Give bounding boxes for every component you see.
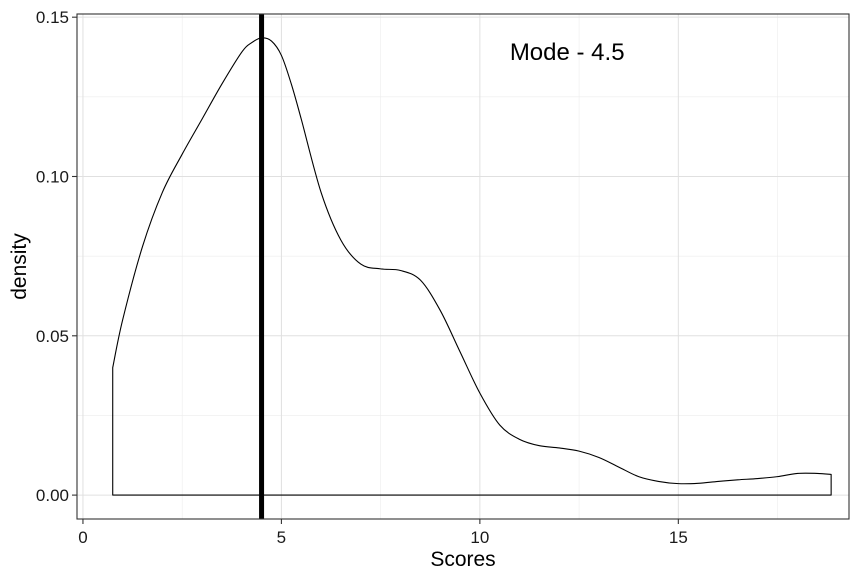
plot-background xyxy=(77,14,849,519)
panel-border xyxy=(76,13,850,520)
y-axis-tick-labels: 0.00 0.05 0.10 0.15 xyxy=(36,8,69,505)
y-axis-title: density xyxy=(8,233,31,300)
x-tick-label: 10 xyxy=(470,528,489,547)
y-tick-label: 0.10 xyxy=(36,167,69,186)
y-tick-label: 0.15 xyxy=(36,8,69,27)
x-axis-ticks xyxy=(82,519,679,524)
x-axis-title: Scores xyxy=(430,548,495,571)
x-axis-tick-labels: 0 5 10 15 xyxy=(78,528,688,547)
x-tick-label: 0 xyxy=(78,528,87,547)
density-curve xyxy=(112,37,832,496)
mode-annotation: Mode - 4.5 xyxy=(510,39,625,66)
x-tick-label: 15 xyxy=(669,528,688,547)
y-tick-label: 0.05 xyxy=(36,327,69,346)
y-tick-label: 0.00 xyxy=(36,486,69,505)
x-tick-label: 5 xyxy=(277,528,286,547)
y-axis-ticks xyxy=(72,16,77,496)
minor-grid xyxy=(77,14,849,519)
